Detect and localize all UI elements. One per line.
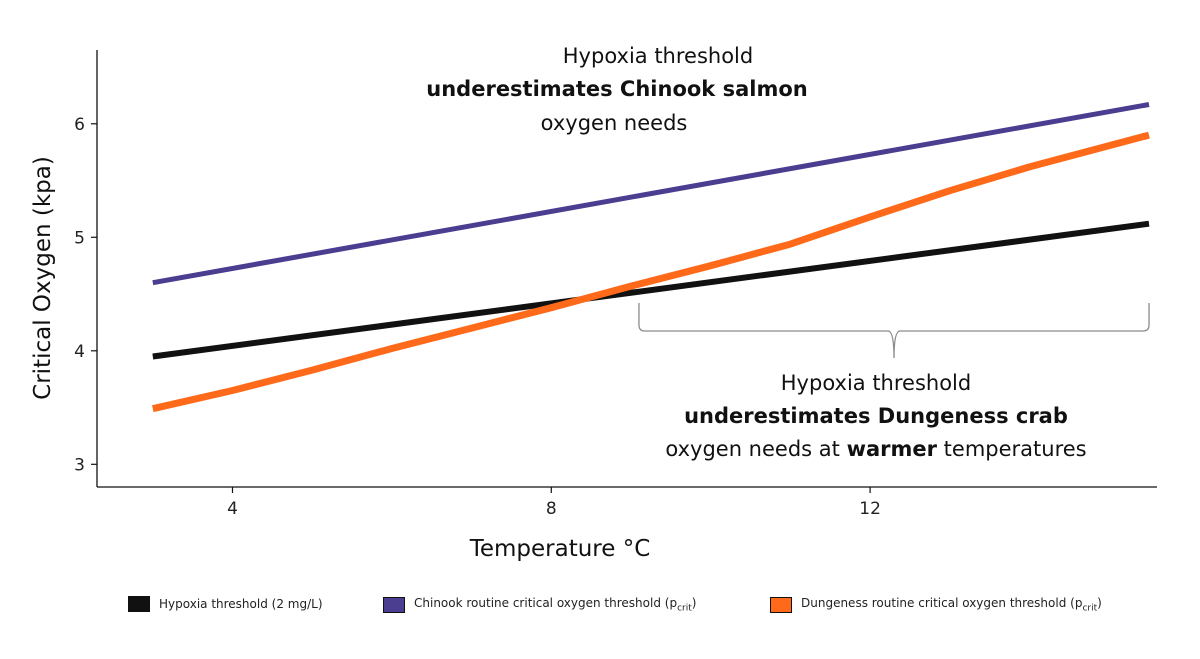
x-axis-title: Temperature °C: [469, 536, 651, 562]
legend-item-chinook: Chinook routine critical oxygen threshol…: [383, 596, 696, 613]
series-line-dungeness: [152, 131, 1150, 413]
bracket-layer: [638, 303, 1150, 359]
legend-label-dungeness-text: Dungeness routine critical oxygen thresh…: [801, 596, 1083, 610]
top-annotation-line2: underestimates Chinook salmon: [426, 77, 807, 101]
legend-label-chinook-sub: crit: [677, 603, 692, 614]
y-tick-label: 5: [74, 228, 85, 248]
legend-label-chinook-suffix: ): [691, 596, 697, 610]
legend-item-dungeness: Dungeness routine critical oxygen thresh…: [770, 596, 1102, 613]
y-tick-label: 6: [74, 115, 85, 135]
top-annotation-line1: Hypoxia threshold: [563, 44, 753, 68]
warm-temperature-bracket: [638, 303, 1150, 359]
series-layer: [152, 102, 1150, 413]
y-tick-label: 4: [74, 342, 85, 362]
annotations: Hypoxia threshold underestimates Chinook…: [426, 44, 1086, 461]
legend-label-chinook-text: Chinook routine critical oxygen threshol…: [414, 596, 678, 610]
legend-swatch-chinook: [383, 596, 405, 613]
y-axis-title: Critical Oxygen (kpa): [30, 156, 56, 400]
legend: Hypoxia threshold (2 mg/L) Chinook routi…: [0, 590, 1200, 620]
y-tick-label: 3: [74, 455, 85, 475]
bottom-annotation-line2: underestimates Dungeness crab: [684, 404, 1068, 428]
axes: 4 8 12 3 4 5 6: [74, 50, 1157, 519]
legend-label-dungeness-sub: crit: [1082, 603, 1098, 614]
x-tick-label: 8: [546, 499, 557, 519]
legend-swatch-hypoxia: [128, 596, 150, 612]
x-tick-label: 12: [859, 499, 881, 519]
bottom-annotation-line1: Hypoxia threshold: [781, 371, 971, 395]
line-chart: 4 8 12 3 4 5 6 Hypoxia threshold underestimate…: [30, 44, 1157, 562]
legend-swatch-dungeness: [770, 596, 792, 613]
legend-label-dungeness: Dungeness routine critical oxygen thresh…: [801, 596, 1102, 613]
series-line-hypoxia: [152, 220, 1150, 360]
x-tick-label: 4: [227, 499, 238, 519]
bottom-annotation-line3-c: temperatures: [937, 437, 1087, 461]
legend-item-hypoxia: Hypoxia threshold (2 mg/L): [128, 596, 323, 612]
series-line-chinook: [152, 102, 1150, 286]
legend-label-hypoxia: Hypoxia threshold (2 mg/L): [159, 597, 323, 611]
bottom-annotation-line3-a: oxygen needs at: [665, 437, 846, 461]
legend-label-hypoxia-text: Hypoxia threshold (2 mg/L): [159, 597, 323, 611]
legend-label-chinook: Chinook routine critical oxygen threshol…: [414, 596, 696, 613]
bottom-annotation-warmer: warmer: [847, 437, 938, 461]
bottom-annotation-line3: oxygen needs at warmer temperatures: [665, 437, 1086, 461]
legend-label-dungeness-suffix: ): [1097, 596, 1102, 610]
top-annotation-line3: oxygen needs: [541, 111, 688, 135]
